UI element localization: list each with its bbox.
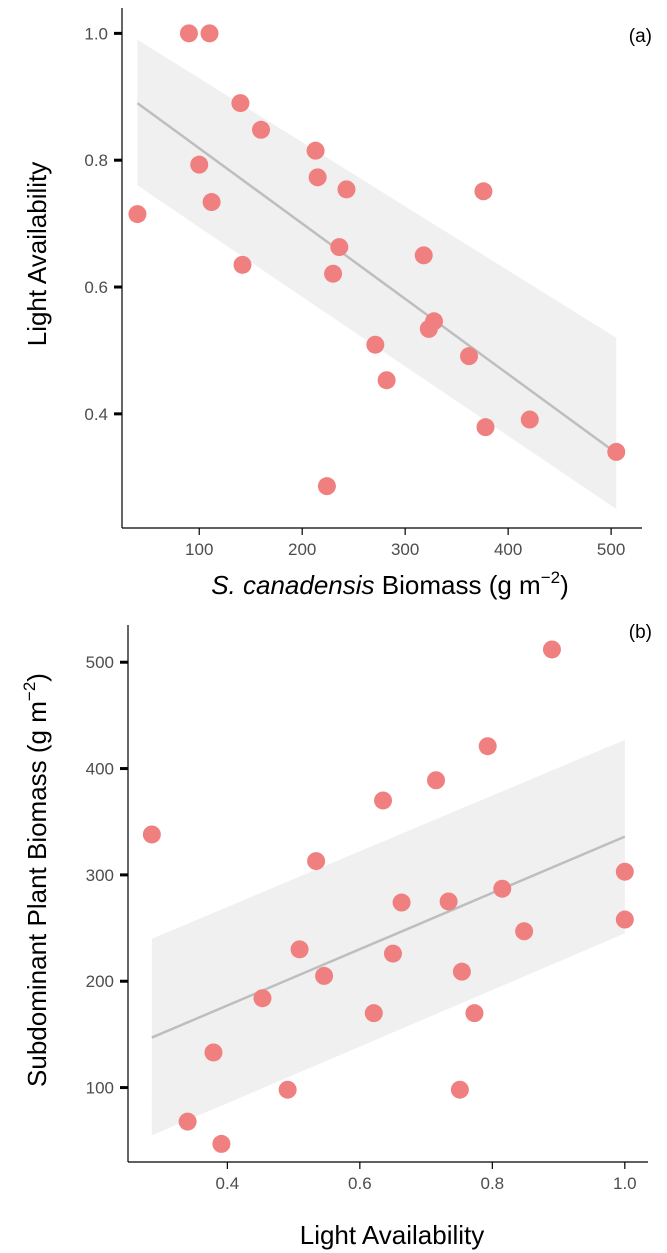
data-point <box>200 24 219 43</box>
data-point <box>278 1080 297 1099</box>
y-tick-label: 0.8 <box>84 151 108 170</box>
x-axis-title-species: S. canadensis <box>211 570 374 600</box>
data-point <box>476 418 495 437</box>
panel-a: 0.4 0.6 0.8 1.0 100 200 300 400 500 (a) S. cana… <box>22 8 652 600</box>
data-point <box>317 477 336 496</box>
data-point <box>607 442 626 461</box>
data-point <box>439 892 458 911</box>
data-point <box>366 335 385 354</box>
data-point <box>615 862 634 881</box>
data-point <box>374 791 393 810</box>
y-tick-label: 1.0 <box>84 24 108 43</box>
data-point <box>290 940 309 959</box>
y-tick-label: 0.6 <box>84 278 108 297</box>
data-points <box>142 640 634 1153</box>
data-point <box>450 1080 469 1099</box>
data-point <box>515 922 534 941</box>
x-tick-label: 400 <box>494 540 522 559</box>
regression-line <box>151 835 626 1039</box>
y-axis-title-close: ) <box>22 673 52 682</box>
y-axis-ticks: 100 200 300 400 500 <box>86 653 128 1098</box>
data-point <box>190 155 209 174</box>
data-point <box>520 410 539 429</box>
data-point <box>452 962 471 981</box>
data-point <box>465 1004 484 1023</box>
confidence-band <box>137 39 617 509</box>
x-tick-label: 0.4 <box>216 1174 240 1193</box>
x-axis-ticks: 0.4 0.6 0.8 1.0 <box>216 1162 637 1193</box>
data-point <box>460 347 479 366</box>
data-point <box>212 1134 231 1153</box>
y-tick-label: 100 <box>86 1079 114 1098</box>
y-tick-label: 300 <box>86 866 114 885</box>
x-tick-label: 0.8 <box>481 1174 505 1193</box>
data-point <box>427 771 446 790</box>
x-axis-title-superscript: −2 <box>541 568 560 587</box>
data-point <box>253 989 272 1008</box>
data-point <box>128 205 147 224</box>
x-tick-label: 300 <box>391 540 419 559</box>
data-point <box>364 1004 383 1023</box>
data-point <box>178 1112 197 1131</box>
data-point <box>252 120 271 139</box>
x-axis-title: S. canadensis Biomass (g m−2) <box>211 568 569 600</box>
y-tick-label: 500 <box>86 653 114 672</box>
data-point <box>493 879 512 898</box>
y-axis-title: Subdominant Plant Biomass (g m−2) <box>20 673 52 1087</box>
data-point <box>615 910 634 929</box>
data-point <box>542 640 561 659</box>
data-point <box>308 168 327 187</box>
data-point <box>306 141 325 160</box>
x-axis-title-close: ) <box>560 570 569 600</box>
data-point <box>414 246 433 265</box>
data-point <box>142 825 161 844</box>
x-axis-title: Light Availability <box>300 1220 485 1250</box>
x-tick-label: 100 <box>185 540 213 559</box>
data-point <box>179 24 198 43</box>
panel-b: 100 200 300 400 500 0.4 0.6 0.8 1.0 (b) Light A… <box>20 622 652 1250</box>
data-point <box>377 371 396 390</box>
x-tick-label: 0.6 <box>348 1174 372 1193</box>
x-tick-label: 200 <box>288 540 316 559</box>
y-axis-title-superscript: −2 <box>20 682 39 701</box>
y-tick-label: 400 <box>86 760 114 779</box>
data-point <box>233 255 252 274</box>
y-axis-title: Light Availability <box>22 162 52 347</box>
data-point <box>330 238 349 257</box>
x-tick-label: 1.0 <box>613 1174 637 1193</box>
regression-line <box>136 102 617 455</box>
data-point <box>474 182 493 201</box>
data-point <box>202 193 221 212</box>
x-axis-ticks: 100 200 300 400 500 <box>185 528 625 559</box>
data-point <box>324 264 343 283</box>
data-point <box>392 893 411 912</box>
data-point <box>383 944 402 963</box>
y-axis-title-text: Subdominant Plant Biomass (g m <box>22 701 52 1087</box>
data-point <box>337 180 356 199</box>
y-tick-label: 200 <box>86 972 114 991</box>
y-axis-ticks: 0.4 0.6 0.8 1.0 <box>84 24 122 424</box>
data-point <box>307 852 326 871</box>
y-tick-label: 0.4 <box>84 405 108 424</box>
data-point <box>315 966 334 985</box>
data-point <box>231 94 250 113</box>
panel-label: (b) <box>629 622 652 643</box>
panel-label: (a) <box>629 26 652 47</box>
x-tick-label: 500 <box>597 540 625 559</box>
data-point <box>478 737 497 756</box>
data-point <box>204 1043 223 1062</box>
x-axis-title-text: Biomass (g m <box>375 570 541 600</box>
data-point <box>419 319 438 338</box>
data-points <box>128 24 626 496</box>
